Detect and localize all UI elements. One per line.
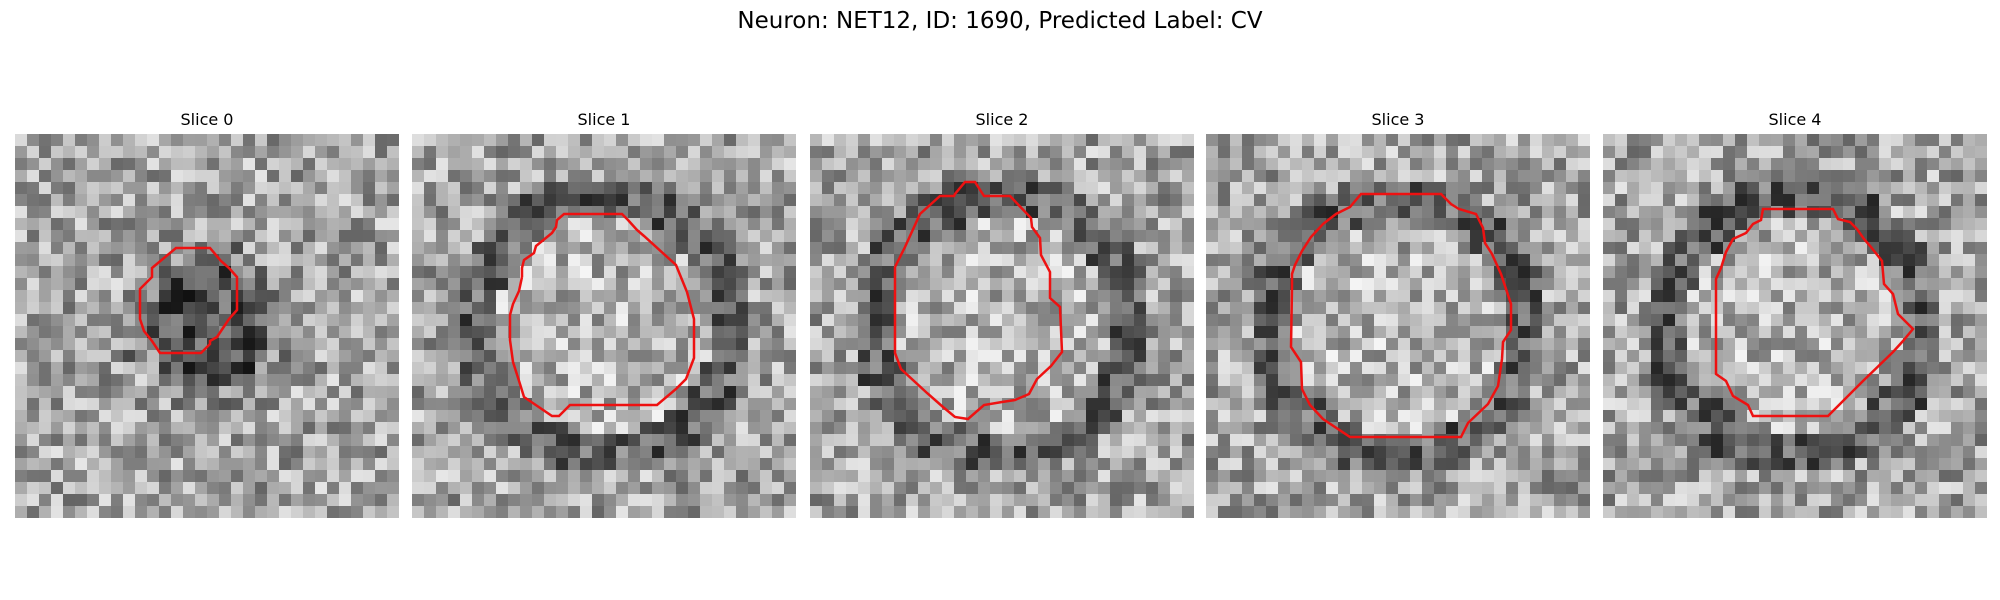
slice-image: [1603, 134, 1987, 518]
slice-image: [15, 134, 399, 518]
slice-panel-0: Slice 0: [15, 108, 399, 518]
slice-title: Slice 2: [975, 110, 1029, 129]
slice-image: [412, 134, 796, 518]
contour-outline: [893, 180, 1064, 421]
slice-panel-3: Slice 3: [1206, 108, 1590, 518]
slice-image: [1206, 134, 1590, 518]
contour-outline: [138, 246, 239, 355]
slice-title: Slice 4: [1768, 110, 1822, 129]
slice-title: Slice 1: [577, 110, 631, 129]
contour-outline: [1289, 192, 1513, 439]
slice-panel-2: Slice 2: [810, 108, 1194, 518]
contour-outline: [1714, 207, 1915, 418]
slice-panel-4: Slice 4: [1603, 108, 1987, 518]
figure-title: Neuron: NET12, ID: 1690, Predicted Label…: [737, 8, 1263, 34]
slice-title: Slice 0: [180, 110, 234, 129]
contour-outline: [508, 212, 696, 418]
slice-image: [810, 134, 1194, 518]
slice-title: Slice 3: [1371, 110, 1425, 129]
slice-panel-1: Slice 1: [412, 108, 796, 518]
